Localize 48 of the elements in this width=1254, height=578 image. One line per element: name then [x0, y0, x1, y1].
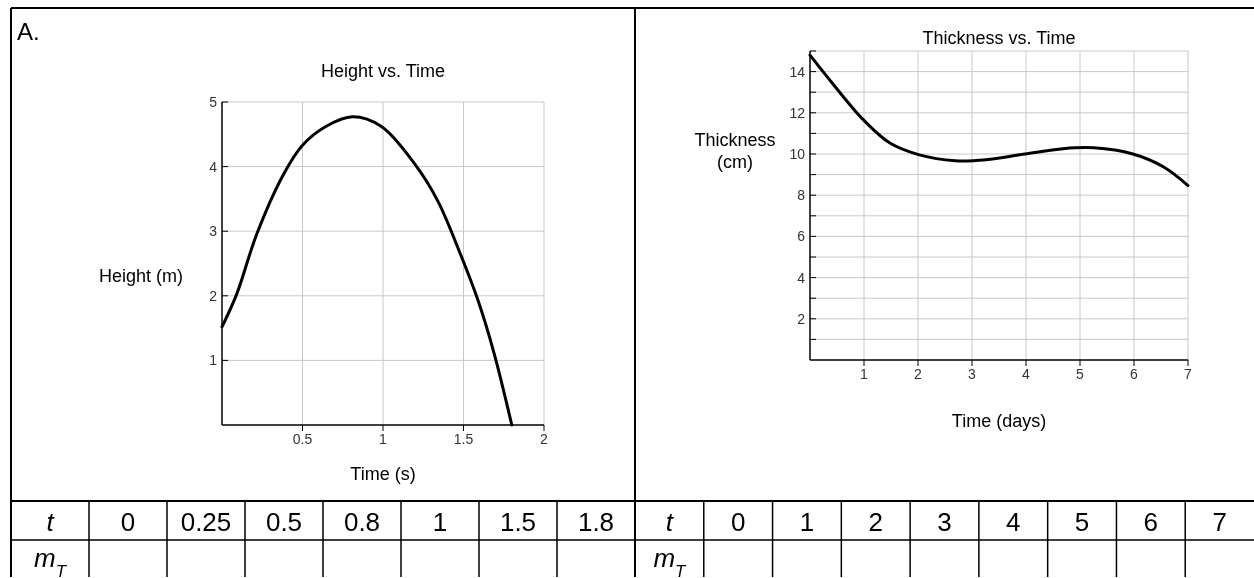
x-axis-title: Time (days)	[951, 411, 1047, 431]
y-tick-label: 4	[797, 269, 806, 286]
x-tick-label: 7	[1184, 366, 1193, 382]
x-tick-label: 4	[1022, 366, 1031, 382]
y-tick-label: 12	[789, 104, 806, 121]
x-tick-label: 3	[968, 366, 977, 382]
x-tick-label: 2	[914, 366, 923, 382]
x-tick-label: 1	[379, 431, 388, 447]
y-axis-title: Height (m)	[98, 266, 184, 286]
text: 3	[937, 507, 952, 537]
text: 2	[868, 507, 883, 537]
x-tick-label: 5	[1076, 366, 1085, 382]
text: m$_{T}$	[34, 543, 68, 578]
y-axis-title: Thickness (cm)	[694, 130, 776, 172]
text: 6	[1143, 507, 1159, 537]
y-tick-label: 2	[209, 287, 218, 304]
y-tick-label: 6	[797, 228, 806, 245]
x-tick-label: 2	[540, 431, 549, 447]
text: 1	[432, 507, 448, 537]
text: 0.8	[343, 507, 381, 537]
text: m$_{T}$	[653, 543, 688, 578]
text: 0	[120, 507, 136, 537]
text: t	[46, 507, 56, 537]
x-tick-label: 1	[860, 366, 869, 382]
y-tick-label: 1	[209, 352, 218, 369]
x-tick-label: 0.5	[292, 431, 313, 447]
text: 0.5	[265, 507, 303, 537]
text: 0	[730, 507, 746, 537]
text: t	[665, 507, 675, 537]
text: 4	[1006, 507, 1021, 537]
y-tick-label: 4	[209, 158, 218, 175]
text: 1.5	[499, 507, 537, 537]
text: 1.8	[577, 507, 615, 537]
text: 7	[1212, 507, 1227, 537]
y-tick-label: 8	[797, 187, 806, 204]
chart-title: Height vs. Time	[320, 61, 446, 81]
text: 0.25	[180, 507, 232, 537]
y-tick-label: 14	[789, 63, 806, 80]
text: 5	[1074, 507, 1090, 537]
x-tick-label: 6	[1130, 366, 1139, 382]
chart-title: Thickness vs. Time	[922, 28, 1076, 48]
x-axis-title: Time (s)	[350, 464, 416, 484]
y-tick-label: 5	[209, 94, 218, 110]
x-tick-label: 1.5	[453, 431, 474, 447]
y-tick-label: 10	[789, 146, 806, 162]
y-tick-label: 3	[209, 223, 218, 240]
y-tick-label: 2	[797, 310, 806, 327]
text: A.	[17, 18, 40, 45]
